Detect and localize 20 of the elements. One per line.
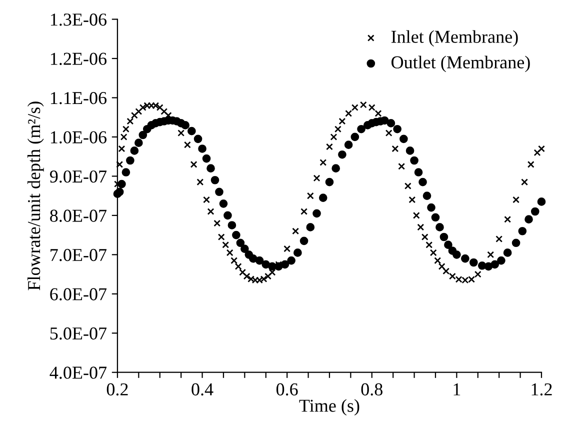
y-tick-label: 4.0E-07 bbox=[50, 366, 107, 379]
y-tick-label: 1.1E-06 bbox=[50, 92, 107, 104]
y-axis-title: Flowrate/unit depth (m²/s) bbox=[27, 102, 44, 290]
x-tick-label: 0.2 bbox=[106, 383, 128, 396]
legend-label: Outlet (Membrane) bbox=[392, 56, 530, 72]
y-tick-label: 1.0E-06 bbox=[50, 131, 107, 144]
legend-label: Inlet (Membrane) bbox=[391, 30, 518, 47]
y-tick-label: 8.0E-07 bbox=[50, 210, 107, 222]
y-tick-label: 6.0E-07 bbox=[50, 288, 107, 300]
y-tick-label: 7.0E-07 bbox=[50, 248, 107, 262]
x-axis-title: Time (s) bbox=[299, 399, 360, 416]
y-tick-label: 9.0E-07 bbox=[50, 170, 107, 183]
x-tick-label: 0.6 bbox=[276, 383, 298, 396]
x-tick-label: 1.2 bbox=[532, 383, 552, 396]
x-tick-label: 1 bbox=[454, 383, 460, 396]
y-tick-label: 5.0E-07 bbox=[50, 327, 107, 340]
y-tick-label: 1.2E-06 bbox=[50, 52, 107, 66]
x-tick-label: 0.8 bbox=[361, 383, 382, 396]
y-tick-label: 1.3E-06 bbox=[50, 14, 107, 26]
x-tick-label: 0.4 bbox=[192, 383, 214, 396]
